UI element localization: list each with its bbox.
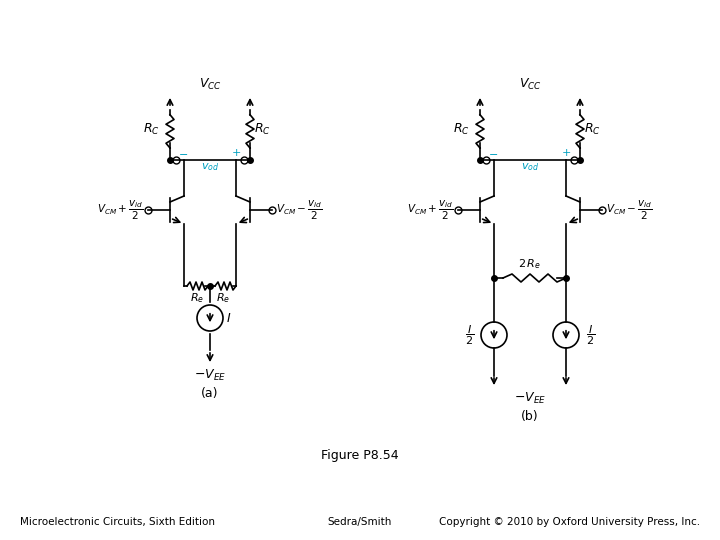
Text: $V_{CC}$: $V_{CC}$ <box>199 77 221 92</box>
Text: $R_C$: $R_C$ <box>453 122 470 137</box>
Text: $-$: $-$ <box>178 148 188 158</box>
Text: $V_{CM}+\dfrac{v_{id}}{2}$: $V_{CM}+\dfrac{v_{id}}{2}$ <box>97 199 144 221</box>
Text: $R_C$: $R_C$ <box>143 122 160 137</box>
Text: $\dfrac{I}{2}$: $\dfrac{I}{2}$ <box>586 323 595 347</box>
Text: $+$: $+$ <box>231 147 241 158</box>
Text: $R_C$: $R_C$ <box>584 122 600 137</box>
Text: Sedra/Smith: Sedra/Smith <box>328 517 392 527</box>
Text: $V_{CM}-\dfrac{v_{id}}{2}$: $V_{CM}-\dfrac{v_{id}}{2}$ <box>276 199 323 221</box>
Text: $V_{CC}$: $V_{CC}$ <box>518 77 541 92</box>
Text: $+$: $+$ <box>561 147 571 158</box>
Text: Figure P8.54: Figure P8.54 <box>321 449 399 462</box>
Text: $\dfrac{I}{2}$: $\dfrac{I}{2}$ <box>465 323 474 347</box>
Text: $R_e$: $R_e$ <box>216 291 230 305</box>
Text: $V_{CM}-\dfrac{v_{id}}{2}$: $V_{CM}-\dfrac{v_{id}}{2}$ <box>606 199 652 221</box>
Text: $-$: $-$ <box>488 148 498 158</box>
Text: (b): (b) <box>521 410 539 423</box>
Text: $V_{CM}+\dfrac{v_{id}}{2}$: $V_{CM}+\dfrac{v_{id}}{2}$ <box>408 199 454 221</box>
Text: Copyright © 2010 by Oxford University Press, Inc.: Copyright © 2010 by Oxford University Pr… <box>439 517 700 527</box>
Text: Microelectronic Circuits, Sixth Edition: Microelectronic Circuits, Sixth Edition <box>20 517 215 527</box>
Text: $2\,R_e$: $2\,R_e$ <box>518 257 541 271</box>
Text: $v_{od}$: $v_{od}$ <box>521 161 539 173</box>
Text: (a): (a) <box>202 387 219 400</box>
Text: $R_e$: $R_e$ <box>190 291 204 305</box>
Text: $v_{od}$: $v_{od}$ <box>201 161 219 173</box>
Text: $-V_{EE}$: $-V_{EE}$ <box>514 391 546 406</box>
Text: $I$: $I$ <box>226 312 231 325</box>
Text: $-V_{EE}$: $-V_{EE}$ <box>194 368 226 383</box>
Text: $R_C$: $R_C$ <box>254 122 271 137</box>
